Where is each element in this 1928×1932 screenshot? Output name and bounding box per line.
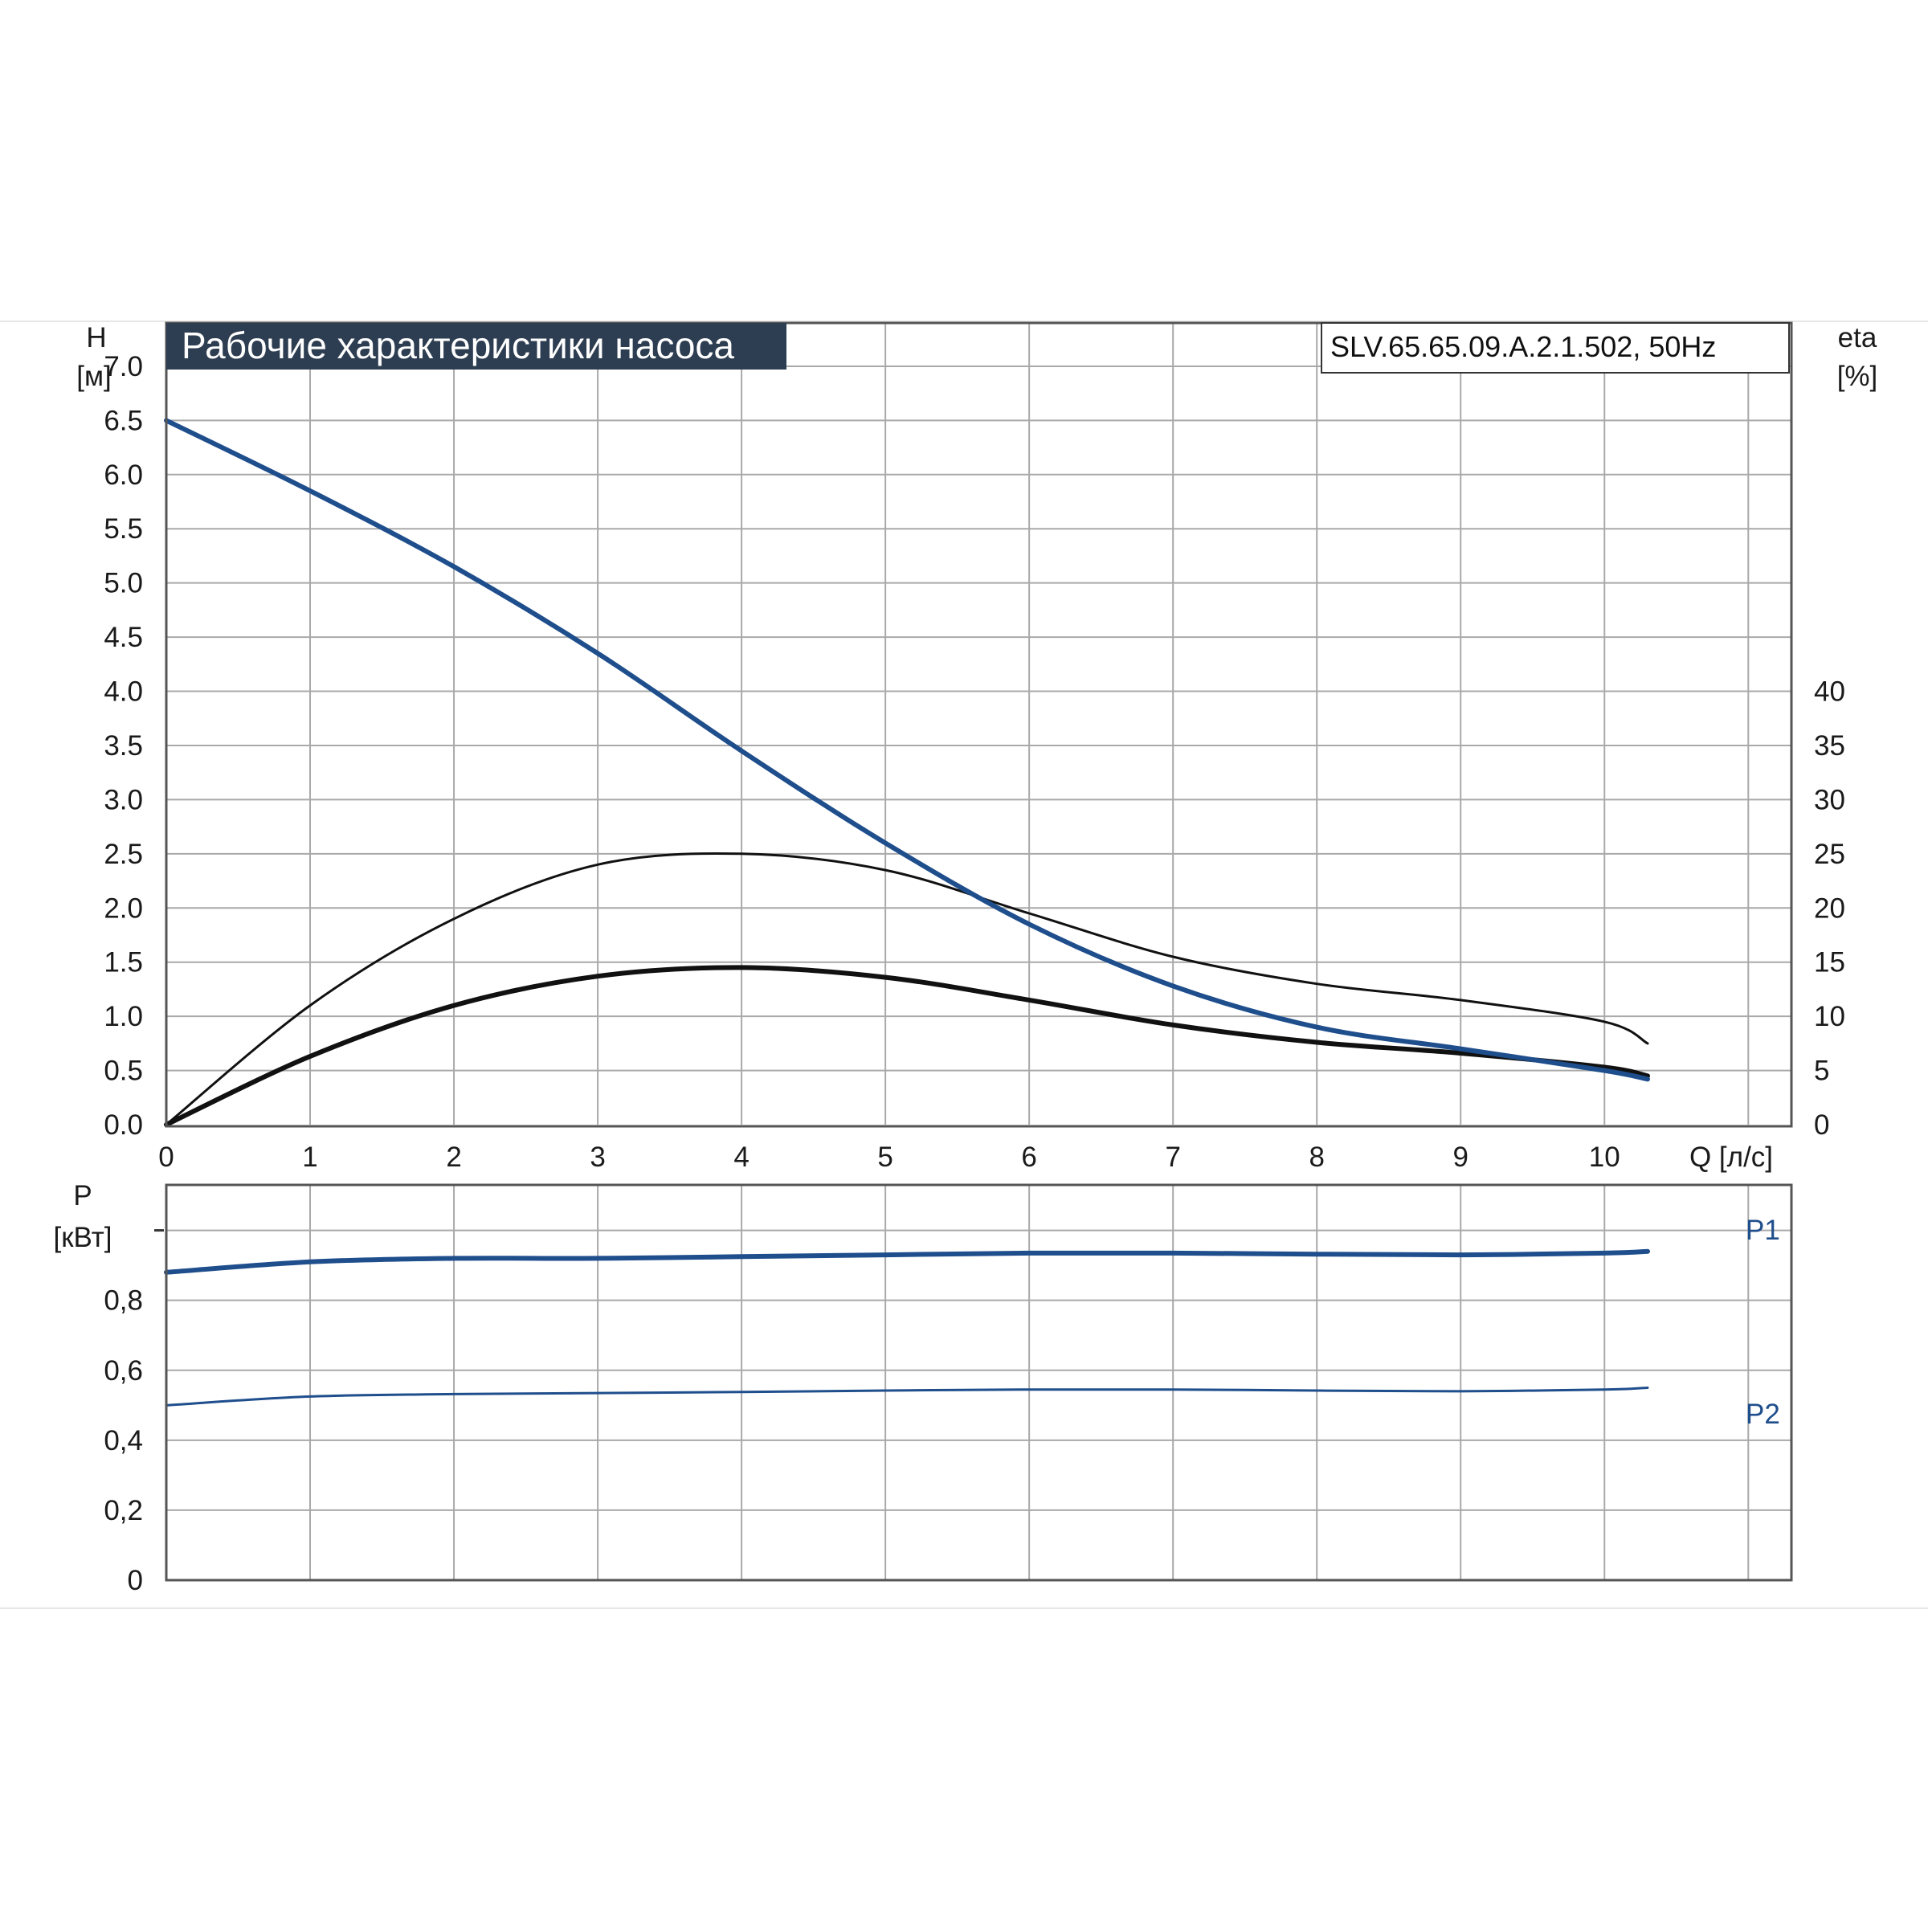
head-axis-title: H — [86, 322, 106, 353]
efficiency-tick-label: 40 — [1814, 676, 1845, 708]
flow-tick-label: 5 — [877, 1142, 893, 1173]
p1-series-label: P1 — [1746, 1215, 1780, 1246]
efficiency-curve-lower — [164, 965, 1650, 1127]
efficiency-curve-upper — [165, 852, 1649, 1126]
head-tick-label: 2.5 — [104, 839, 143, 870]
power-grid — [166, 1185, 1791, 1580]
power-tick-label: 0 — [128, 1565, 143, 1596]
model-label-box — [1321, 322, 1790, 374]
flow-tick-label: 1 — [302, 1142, 317, 1173]
p1-curve — [164, 1248, 1650, 1275]
flow-tick-label: 3 — [590, 1142, 605, 1173]
head-tick-label: 6.0 — [104, 460, 143, 491]
power-tick-label: 0,8 — [104, 1285, 143, 1317]
power-axis-unit: [кВт] — [54, 1222, 112, 1253]
head-tick-label: 3.5 — [104, 730, 143, 762]
head-series-group — [164, 418, 1650, 1127]
head-tick-labels: 0.0 0.5 1.0 1.5 2.0 2.5 3.0 3.5 4.0 4.5 5.0 5.5 6.0 6… — [104, 351, 1845, 1173]
head-tick-label: 0.0 — [104, 1109, 143, 1141]
head-tick-label: 5.5 — [104, 513, 143, 545]
power-tick-label: 0,2 — [104, 1495, 143, 1526]
head-tick-label: 1.0 — [104, 1001, 143, 1032]
power-series-group — [164, 1248, 1650, 1407]
head-tick-label: 6.5 — [104, 405, 143, 436]
head-tick-label: 3.0 — [104, 784, 143, 815]
efficiency-tick-label: 25 — [1814, 839, 1845, 870]
efficiency-tick-label: 30 — [1814, 784, 1845, 815]
chart-title-banner — [166, 323, 786, 370]
head-tick-label: 4.5 — [104, 622, 143, 653]
head-tick-label: 4.0 — [104, 676, 143, 708]
efficiency-tick-label: 15 — [1814, 947, 1845, 978]
model-label: SLV.65.65.09.A.2.1.502, 50Hz — [1330, 330, 1716, 363]
head-tick-label: 1.5 — [104, 947, 143, 978]
efficiency-tick-label: 0 — [1814, 1109, 1829, 1141]
flow-tick-label: 0 — [158, 1142, 174, 1173]
p2-curve — [165, 1387, 1649, 1407]
power-axis-title: P — [73, 1180, 92, 1211]
power-plot-frame — [165, 1183, 1793, 1582]
chart-title: Рабочие характеристики насоса — [182, 325, 734, 366]
efficiency-tick-label: 5 — [1814, 1056, 1829, 1087]
efficiency-tick-label: 10 — [1814, 1001, 1845, 1032]
power-tick-label: 0,6 — [104, 1355, 143, 1387]
efficiency-tick-label: 35 — [1814, 730, 1845, 762]
flow-tick-label: 2 — [446, 1142, 461, 1173]
head-tick-label: 5.0 — [104, 568, 143, 599]
head-grid — [166, 323, 1791, 1125]
head-tick-label: 2.0 — [104, 892, 143, 924]
head-curve — [164, 418, 1650, 1082]
flow-axis-title: Q [л/с] — [1689, 1142, 1773, 1173]
efficiency-axis-title: eta — [1838, 322, 1877, 353]
flow-tick-label: 7 — [1165, 1142, 1180, 1173]
flow-tick-label: 9 — [1453, 1142, 1468, 1173]
head-tick-label: 0.5 — [104, 1056, 143, 1087]
flow-tick-label: 8 — [1309, 1142, 1324, 1173]
head-plot-frame — [165, 321, 1793, 1128]
head-axis-unit: [м] — [76, 361, 112, 392]
flow-tick-label: 6 — [1021, 1142, 1036, 1173]
p2-series-label: P2 — [1746, 1399, 1780, 1430]
efficiency-axis-unit: [%] — [1837, 361, 1878, 392]
power-tick-label: 0,4 — [104, 1425, 143, 1456]
head-tick-label: 7.0 — [104, 351, 143, 382]
flow-tick-label: 10 — [1589, 1142, 1620, 1173]
flow-tick-label: 4 — [733, 1142, 749, 1173]
efficiency-tick-label: 20 — [1814, 892, 1845, 924]
power-tick-labels: 0 0,2 0,4 0,6 0,8 — [104, 1229, 164, 1596]
